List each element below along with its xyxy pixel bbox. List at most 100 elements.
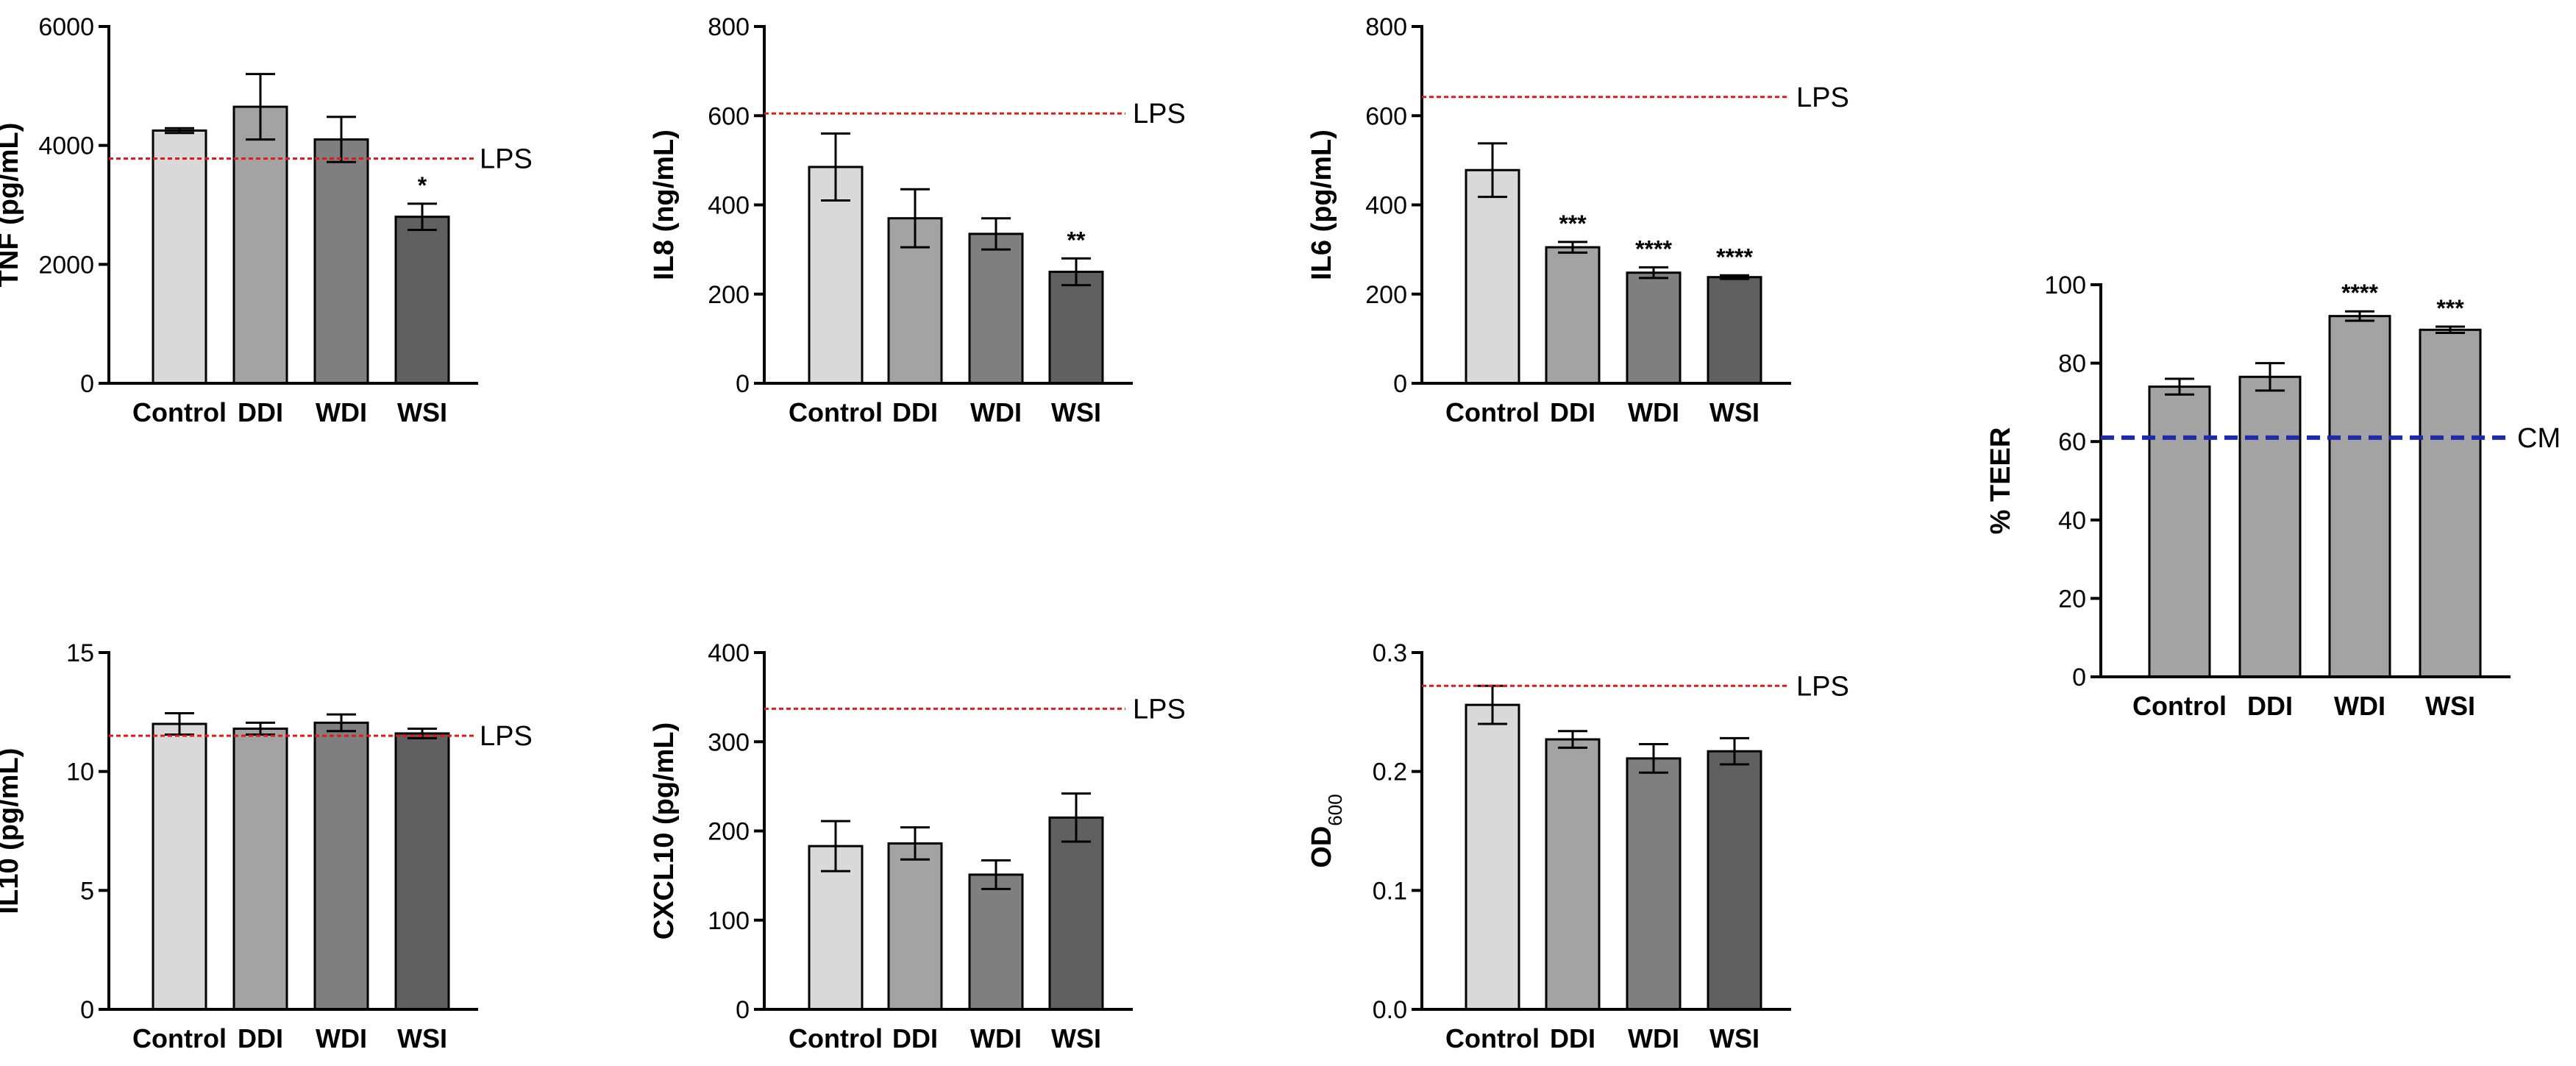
y-tick-label: 0 bbox=[2072, 664, 2086, 692]
category-label: WSI bbox=[1051, 1023, 1101, 1053]
significance-marker: **** bbox=[1716, 244, 1753, 270]
chart-od600: 0.0 0.1 0.2 0.3 Control DDI WDI WSI LPS OD600 bbox=[1306, 639, 1849, 1053]
bar-wdi bbox=[313, 721, 369, 1011]
bar-wsi bbox=[2419, 328, 2482, 678]
y-tick-label: 800 bbox=[708, 13, 750, 41]
category-label: Control bbox=[2132, 691, 2227, 721]
bar-wsi bbox=[394, 732, 450, 1011]
y-axis-title: IL6 (pg/mL) bbox=[1306, 129, 1337, 280]
significance-marker: **** bbox=[2341, 280, 2378, 306]
bar-control bbox=[1465, 168, 1520, 385]
category-label: WDI bbox=[316, 1023, 367, 1053]
category-label: DDI bbox=[1550, 397, 1595, 427]
reference-label: LPS bbox=[1133, 694, 1186, 725]
y-tick-label: 2000 bbox=[38, 251, 94, 279]
category-label: Control bbox=[132, 1023, 227, 1053]
category-label: DDI bbox=[1550, 1023, 1595, 1053]
category-label: Control bbox=[789, 1023, 883, 1053]
reference-label: LPS bbox=[480, 143, 533, 174]
reference-label: LPS bbox=[1796, 671, 1849, 702]
category-label: DDI bbox=[892, 1023, 938, 1053]
y-tick-label: 0.2 bbox=[1373, 758, 1407, 786]
category-label: WSI bbox=[397, 397, 447, 427]
bar-wdi bbox=[1626, 271, 1682, 385]
y-tick-label: 60 bbox=[2058, 428, 2086, 456]
y-tick-label: 100 bbox=[708, 907, 750, 935]
bar-ddi bbox=[232, 105, 288, 385]
category-label: WDI bbox=[970, 1023, 1022, 1053]
significance-marker: *** bbox=[1559, 210, 1587, 237]
bar-wsi bbox=[1707, 276, 1762, 385]
y-tick-label: 200 bbox=[708, 281, 750, 309]
y-axis-title: CXCL10 (pg/mL) bbox=[649, 722, 680, 940]
y-tick-label: 10 bbox=[66, 758, 94, 786]
bar-wsi bbox=[1048, 816, 1104, 1011]
bar-ddi bbox=[1545, 738, 1601, 1011]
chart-il6: 0 200 400 600 800 Control *** DDI **** WDI **** WSI… bbox=[1306, 13, 1849, 427]
category-label: WSI bbox=[1709, 1023, 1760, 1053]
significance-marker: * bbox=[418, 172, 427, 199]
bar-control bbox=[2148, 385, 2211, 678]
y-tick-label: 80 bbox=[2058, 350, 2086, 378]
y-tick-label: 200 bbox=[708, 818, 750, 846]
reference-label: LPS bbox=[1796, 82, 1849, 113]
bar-wsi bbox=[1707, 750, 1762, 1011]
category-label: Control bbox=[132, 397, 227, 427]
y-tick-label: 400 bbox=[708, 639, 750, 667]
y-tick-label: 4000 bbox=[38, 132, 94, 160]
y-axis-title: IL10 (pg/mL) bbox=[0, 748, 24, 914]
bar-control bbox=[152, 722, 207, 1011]
bar-control bbox=[152, 129, 207, 385]
category-label: DDI bbox=[238, 397, 283, 427]
y-tick-label: 200 bbox=[1365, 281, 1407, 309]
category-label: WDI bbox=[1628, 1023, 1679, 1053]
y-tick-label: 400 bbox=[708, 192, 750, 220]
category-label: DDI bbox=[2247, 691, 2293, 721]
category-label: Control bbox=[1445, 397, 1540, 427]
y-tick-label: 40 bbox=[2058, 507, 2086, 535]
category-label: WSI bbox=[1051, 397, 1101, 427]
chart-cxcl10: 0 100 200 300 400 Control DDI WDI WSI LPS CXCL10 (… bbox=[649, 639, 1186, 1053]
bar-wdi bbox=[1626, 757, 1682, 1011]
category-label: Control bbox=[1445, 1023, 1540, 1053]
chart-tnf: 0 2000 4000 6000 Control DDI WDI * WSI LPS TNF (pg… bbox=[0, 13, 533, 427]
y-tick-label: 800 bbox=[1365, 13, 1407, 41]
bar-ddi bbox=[887, 842, 943, 1011]
reference-label: LPS bbox=[480, 721, 533, 752]
y-tick-label: 0 bbox=[1393, 370, 1407, 398]
category-label: DDI bbox=[892, 397, 938, 427]
y-axis-title: OD600 bbox=[1306, 794, 1346, 867]
y-tick-label: 400 bbox=[1365, 192, 1407, 220]
category-label: Control bbox=[789, 397, 883, 427]
bar-ddi bbox=[232, 727, 288, 1011]
y-tick-label: 600 bbox=[708, 102, 750, 130]
category-label: WDI bbox=[316, 397, 367, 427]
y-axis-title: % TEER bbox=[1985, 427, 2016, 535]
bar-wdi bbox=[2328, 315, 2391, 678]
reference-label: LPS bbox=[1133, 99, 1186, 129]
category-label: DDI bbox=[238, 1023, 283, 1053]
category-label: WSI bbox=[1709, 397, 1760, 427]
y-tick-label: 6000 bbox=[38, 13, 94, 41]
y-axis-title: TNF (pg/mL) bbox=[0, 123, 24, 288]
bar-ddi bbox=[1545, 246, 1601, 385]
bar-wsi bbox=[394, 216, 450, 385]
significance-marker: ** bbox=[1067, 227, 1086, 253]
category-label: WDI bbox=[2334, 691, 2385, 721]
y-tick-label: 0 bbox=[80, 370, 94, 398]
chart-il8: 0 200 400 600 800 Control DDI WDI ** WSI LPS IL8 (n… bbox=[649, 13, 1186, 427]
bar-wdi bbox=[968, 873, 1024, 1011]
bar-wsi bbox=[1048, 270, 1104, 385]
y-tick-label: 20 bbox=[2058, 585, 2086, 613]
chart-il10: 0 5 10 15 Control DDI WDI WSI LPS IL10 (pg/mL) bbox=[0, 639, 533, 1053]
y-tick-label: 300 bbox=[708, 728, 750, 756]
bar-wdi bbox=[313, 138, 369, 385]
category-label: WDI bbox=[970, 397, 1022, 427]
y-tick-label: 15 bbox=[66, 639, 94, 667]
bar-control bbox=[1465, 703, 1520, 1011]
y-tick-label: 0.1 bbox=[1373, 877, 1407, 905]
reference-label: CM bbox=[2517, 423, 2561, 454]
y-tick-label: 5 bbox=[80, 877, 94, 905]
category-label: WSI bbox=[2425, 691, 2475, 721]
